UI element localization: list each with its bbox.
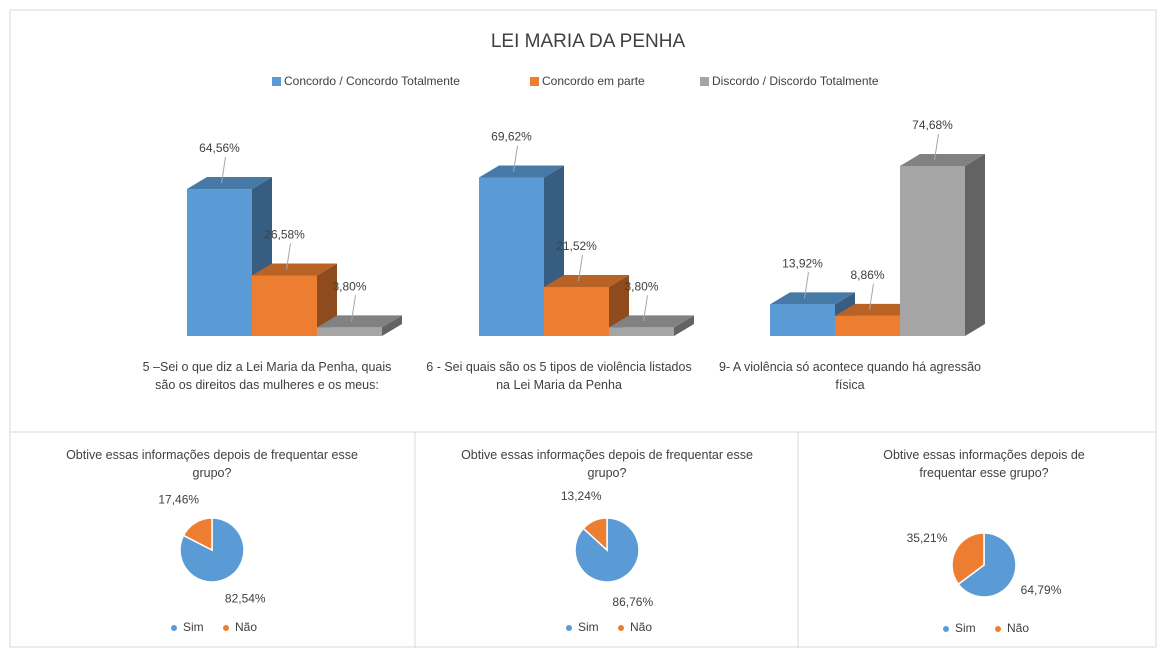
legend-label: Sim	[955, 621, 976, 635]
value-label: 8,86%	[850, 268, 884, 282]
pie-slice	[957, 532, 1017, 598]
legend-swatch	[995, 626, 1001, 632]
legend-swatch	[223, 625, 229, 631]
pie-slice	[582, 517, 608, 552]
leader-line	[513, 145, 518, 172]
category-label: 9- A violência só acontece quando há agr…	[719, 360, 981, 392]
chart-title: LEI MARIA DA PENHA	[491, 31, 686, 52]
legend-swatch	[171, 625, 177, 631]
bar-side	[674, 315, 694, 336]
bar	[609, 327, 674, 336]
category-label: 6 - Sei quais são os 5 tipos de violênci…	[426, 360, 692, 392]
pie-title: Obtive essas informações depois de frequ…	[461, 448, 753, 480]
leader-line	[351, 295, 356, 322]
bar-top	[317, 315, 402, 328]
value-label: 69,62%	[491, 130, 532, 144]
legend-label: Concordo em parte	[542, 74, 645, 88]
value-label: 3,80%	[332, 280, 366, 294]
bar	[770, 304, 835, 336]
legend-label: Não	[1007, 621, 1029, 635]
legend-label: Discordo / Discordo Totalmente	[712, 74, 879, 88]
value-label: 64,56%	[199, 141, 240, 155]
bar-top	[544, 275, 629, 288]
legend-swatch	[566, 625, 572, 631]
category-label: 5 –Sei o que diz a Lei Maria da Penha, q…	[142, 360, 392, 392]
bar	[187, 189, 252, 336]
bar-top	[900, 154, 985, 166]
value-label: 21,52%	[556, 239, 597, 253]
value-label: 74,68%	[912, 118, 953, 132]
leader-line	[934, 133, 939, 161]
legend-swatch	[700, 77, 709, 86]
frame	[9, 9, 1157, 648]
bar-top	[835, 303, 920, 316]
legend-swatch	[272, 77, 281, 86]
bar	[835, 315, 900, 336]
legend-label: Sim	[578, 620, 599, 634]
legend-swatch	[618, 625, 624, 631]
value-label: 82,54%	[225, 592, 266, 606]
value-label: 35,21%	[907, 531, 948, 545]
legend-label: Não	[630, 620, 652, 634]
bar	[317, 327, 382, 336]
leader-line	[643, 295, 648, 322]
bar	[900, 166, 965, 336]
bar-top	[479, 165, 564, 178]
bar-side	[382, 315, 402, 336]
pie-title: Obtive essas informações depois de frequ…	[883, 448, 1085, 480]
pie-slice	[951, 532, 985, 586]
value-label: 13,24%	[561, 489, 602, 503]
bar-top	[252, 263, 337, 276]
value-label: 26,58%	[264, 228, 305, 242]
bar-side	[317, 263, 337, 336]
bar	[479, 177, 544, 336]
bar-top	[187, 177, 272, 190]
legend-label: Não	[235, 620, 257, 634]
leader-line	[286, 243, 291, 270]
bar-top	[770, 292, 855, 305]
legend-label: Concordo / Concordo Totalmente	[284, 74, 460, 88]
value-label: 3,80%	[624, 280, 658, 294]
legend-swatch	[530, 77, 539, 86]
legend-label: Sim	[183, 620, 204, 634]
bar-side	[965, 154, 985, 336]
leader-line	[804, 272, 809, 299]
value-label: 17,46%	[158, 493, 199, 507]
legend-swatch	[943, 626, 949, 632]
leader-line	[221, 156, 226, 184]
bar	[252, 275, 317, 336]
value-label: 64,79%	[1021, 583, 1062, 597]
leader-line	[869, 283, 874, 310]
value-label: 13,92%	[782, 256, 823, 270]
leader-line	[578, 254, 583, 282]
pie-slice	[182, 517, 213, 552]
bar	[544, 287, 609, 336]
bar-top	[609, 315, 694, 328]
pie-title: Obtive essas informações depois de frequ…	[66, 448, 358, 480]
value-label: 86,76%	[612, 595, 653, 609]
